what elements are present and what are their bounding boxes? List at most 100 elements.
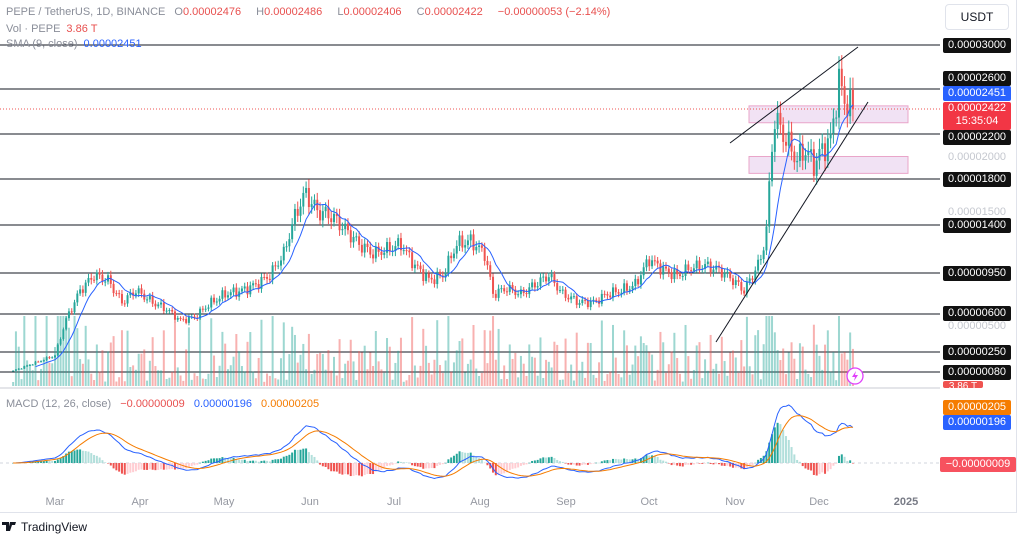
volume-label[interactable]: Vol · PEPE — [6, 23, 61, 35]
volume-bar — [503, 365, 506, 386]
macd-histogram-bar — [558, 461, 561, 463]
volume-bar — [444, 360, 447, 386]
candle-body — [26, 365, 29, 367]
candle-body — [662, 266, 665, 275]
volume-bar — [319, 352, 322, 386]
volume-bar — [87, 359, 90, 386]
macd-histogram-bar — [525, 463, 528, 465]
volume-bar — [600, 320, 603, 386]
candle-body — [578, 303, 581, 305]
volume-bar — [670, 351, 673, 386]
candle-body — [737, 280, 740, 282]
volume-bar — [160, 370, 163, 386]
macd-histogram-bar — [98, 457, 101, 463]
volume-bar — [651, 354, 654, 386]
volume-bar — [511, 358, 514, 386]
macd-histogram-bar — [665, 461, 668, 463]
candle-body — [215, 301, 218, 303]
candle-body — [333, 213, 335, 223]
currency-button[interactable]: USDT — [945, 4, 1009, 30]
candle-body — [411, 252, 414, 269]
price-zone[interactable] — [748, 105, 909, 124]
chart-canvas[interactable] — [0, 0, 940, 512]
candle-body — [807, 151, 810, 156]
volume-legend: Vol · PEPE 3.86 T — [6, 23, 103, 35]
candle-body — [539, 277, 542, 287]
candle-body — [645, 259, 648, 268]
tradingview-logo[interactable]: TradingView — [2, 520, 87, 534]
candle-body — [179, 318, 182, 320]
macd-histogram-bar — [497, 463, 500, 475]
macd-histogram-bar — [522, 463, 525, 466]
macd-histogram-bar — [704, 463, 707, 464]
volume-bar — [754, 335, 757, 386]
macd-histogram-bar — [263, 460, 266, 463]
candle-body — [310, 204, 313, 208]
candle-body — [494, 293, 497, 298]
volume-bar — [26, 360, 29, 386]
candle-body — [667, 268, 670, 273]
candle-body — [776, 112, 779, 130]
macd-histogram-bar — [810, 463, 813, 471]
candle-body — [98, 272, 101, 275]
candle-body — [600, 293, 603, 304]
candle-body — [419, 265, 422, 270]
macd-histogram-bar — [478, 458, 481, 463]
level-label: 0.00001800 — [943, 172, 1011, 187]
open-value: 0.00002476 — [182, 6, 242, 18]
candle-body — [31, 364, 34, 366]
macd-histogram-bar — [645, 455, 648, 463]
macd-histogram-bar — [494, 463, 497, 476]
volume-bar — [452, 362, 455, 386]
volume-bar — [737, 372, 740, 386]
macd-histogram-bar — [835, 463, 838, 464]
candle-body — [213, 297, 216, 303]
candle-body — [282, 246, 285, 261]
volume-bar — [324, 369, 327, 386]
volume-bar — [701, 378, 704, 386]
candle-body — [653, 260, 656, 262]
volume-bar — [330, 370, 333, 386]
candle-body — [492, 276, 495, 294]
macd-label[interactable]: MACD (12, 26, close) — [6, 398, 112, 410]
volume-bar — [656, 369, 659, 386]
alert-icon[interactable] — [846, 367, 864, 385]
current-price-value: 0.00002422 — [947, 102, 1007, 114]
candle-body — [344, 223, 347, 230]
lower-trendline[interactable] — [715, 101, 869, 343]
candle-body — [536, 286, 539, 288]
volume-bar — [249, 332, 252, 386]
macd-histogram-bar — [137, 463, 140, 470]
macd-histogram-bar — [154, 463, 157, 471]
symbol-title[interactable]: PEPE / TetherUS, 1D, BINANCE — [6, 6, 166, 18]
macd-histogram-bar — [430, 463, 433, 469]
sma-label[interactable]: SMA (9, close) — [6, 38, 78, 50]
volume-bar — [137, 353, 140, 386]
volume-bar — [837, 316, 840, 386]
high-value: 0.00002486 — [264, 6, 323, 18]
volume-bar — [31, 370, 34, 386]
volume-bar — [399, 337, 402, 386]
upper-trendline[interactable] — [729, 46, 859, 144]
volume-bar — [17, 346, 20, 386]
candle-body — [684, 264, 687, 276]
macd-histogram-bar — [257, 461, 260, 463]
time-axis-border — [0, 512, 1017, 513]
macd-histogram-bar — [511, 463, 514, 469]
macd-histogram-bar — [606, 460, 609, 463]
volume-bar — [690, 378, 693, 386]
volume-bar — [151, 337, 154, 386]
macd-histogram-bar — [319, 463, 322, 465]
macd-histogram-bar — [374, 463, 377, 472]
volume-bar — [475, 368, 478, 386]
candle-body — [609, 295, 612, 298]
macd-histogram-bar — [561, 461, 564, 463]
candle-body — [634, 278, 637, 287]
time-label: Apr — [131, 496, 149, 508]
macd-histogram-bar — [123, 463, 126, 475]
macd-histogram-bar — [469, 452, 472, 463]
volume-bar — [575, 332, 578, 386]
macd-histogram-bar — [422, 463, 425, 469]
macd-histogram-bar — [662, 460, 665, 463]
candle-body — [447, 255, 450, 273]
